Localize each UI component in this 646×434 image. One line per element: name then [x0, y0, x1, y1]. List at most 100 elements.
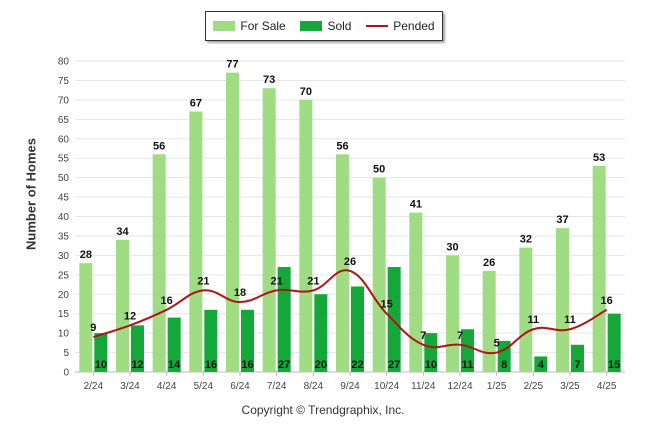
data-label-for-sale: 67 [190, 98, 202, 110]
y-tick-label: 75 [58, 76, 70, 87]
legend-item-for-sale[interactable]: For Sale [213, 19, 286, 33]
bar-for-sale [152, 154, 166, 372]
bar-sold [534, 356, 548, 372]
bar-for-sale [189, 111, 203, 372]
bar-for-sale [556, 228, 569, 372]
bar-for-sale [79, 263, 93, 372]
data-label-sold: 8 [501, 359, 507, 371]
data-label-sold: 27 [388, 359, 400, 371]
bar-for-sale [446, 255, 459, 372]
data-label-sold: 27 [278, 359, 290, 371]
bar-for-sale [116, 239, 129, 372]
data-label-pended: 12 [124, 310, 136, 322]
y-tick-label: 40 [58, 212, 70, 223]
bar-sold [314, 294, 328, 372]
x-tick-label: 7/24 [267, 381, 287, 392]
y-tick-label: 55 [58, 154, 70, 165]
data-label-for-sale: 34 [116, 226, 129, 238]
data-label-pended: 9 [90, 322, 96, 334]
bar-sold [241, 309, 254, 372]
bar-for-sale [409, 212, 423, 372]
x-tick-label: 5/24 [194, 381, 214, 392]
x-tick-label: 8/24 [304, 381, 324, 392]
bar-sold [94, 333, 108, 372]
data-label-pended: 18 [234, 287, 246, 299]
bar-for-sale [299, 99, 313, 372]
legend-label-for-sale: For Sale [240, 19, 286, 33]
data-label-pended: 11 [528, 314, 540, 326]
y-tick-label: 80 [58, 57, 70, 68]
data-label-pended: 5 [494, 338, 500, 350]
x-tick-label: 2/24 [84, 381, 104, 392]
bar-sold [277, 267, 291, 372]
for-sale-swatch [213, 21, 236, 31]
series-line-pended [93, 269, 608, 355]
bar-sold [497, 340, 511, 372]
bar-sold [424, 333, 438, 372]
x-tick-label: 9/24 [340, 381, 360, 392]
y-tick-label: 60 [58, 134, 70, 145]
bar-sold [167, 317, 181, 372]
x-tick-label: 1/25 [487, 381, 507, 392]
legend-label-pended: Pended [393, 19, 435, 33]
bar-for-sale [336, 154, 349, 372]
data-label-for-sale: 28 [80, 249, 92, 261]
data-label-sold: 15 [608, 359, 620, 371]
data-label-sold: 12 [131, 359, 143, 371]
data-label-pended: 11 [564, 314, 576, 326]
data-label-for-sale: 50 [373, 164, 385, 176]
y-tick-label: 15 [58, 309, 70, 320]
data-label-sold: 11 [462, 359, 474, 371]
legend-item-pended[interactable]: Pended [366, 19, 435, 33]
data-label-for-sale: 26 [483, 257, 495, 269]
bar-for-sale [592, 165, 606, 372]
data-label-pended: 26 [344, 256, 356, 268]
copyright-text: Copyright © Trendgraphix, Inc. [241, 403, 405, 417]
data-label-for-sale: 56 [153, 140, 165, 152]
data-label-for-sale: 56 [336, 140, 348, 152]
pended-swatch [366, 25, 389, 27]
bar-sold [131, 325, 144, 372]
data-label-pended: 7 [457, 330, 463, 342]
bar-for-sale [262, 88, 276, 373]
x-tick-label: 12/24 [447, 381, 472, 392]
data-label-for-sale: 32 [520, 234, 532, 246]
y-tick-label: 5 [63, 348, 69, 359]
data-label-sold: 14 [168, 359, 181, 371]
data-label-for-sale: 30 [446, 241, 458, 253]
data-label-sold: 20 [315, 359, 327, 371]
bar-for-sale [372, 177, 386, 372]
y-tick-label: 70 [58, 95, 70, 106]
data-label-for-sale: 70 [300, 86, 312, 98]
data-label-for-sale: 77 [226, 59, 238, 71]
data-label-pended: 21 [307, 275, 319, 287]
data-label-sold: 10 [425, 359, 437, 371]
data-label-pended: 16 [161, 295, 173, 307]
x-tick-label: 10/24 [374, 381, 399, 392]
data-label-pended: 21 [197, 275, 209, 287]
data-label-sold: 10 [95, 359, 107, 371]
y-tick-label: 65 [58, 115, 70, 126]
x-tick-label: 6/24 [230, 381, 250, 392]
data-label-pended: 21 [271, 275, 283, 287]
y-tick-label: 0 [63, 368, 69, 379]
data-label-for-sale: 73 [263, 74, 275, 86]
legend-label-sold: Sold [327, 19, 352, 33]
y-tick-label: 25 [58, 270, 70, 281]
y-tick-label: 45 [58, 193, 70, 204]
data-label-sold: 22 [351, 359, 363, 371]
bar-for-sale [519, 247, 533, 372]
data-label-for-sale: 41 [410, 199, 422, 211]
data-label-for-sale: 37 [556, 214, 568, 226]
y-tick-label: 35 [58, 231, 70, 242]
x-tick-label: 3/24 [120, 381, 140, 392]
legend-item-sold[interactable]: Sold [300, 19, 351, 33]
bar-for-sale [226, 72, 239, 372]
y-tick-label: 50 [58, 173, 70, 184]
bar-sold [387, 267, 401, 372]
legend: For Sale Sold Pended [205, 11, 443, 41]
sold-swatch [300, 21, 323, 31]
data-label-sold: 4 [538, 359, 545, 371]
x-tick-label: 4/25 [597, 381, 617, 392]
